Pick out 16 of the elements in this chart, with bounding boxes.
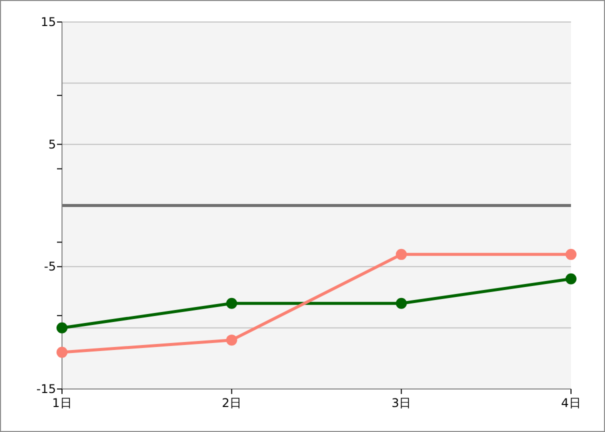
x-tick-label: 4日 bbox=[561, 396, 581, 410]
x-tick-label: 1日 bbox=[52, 396, 72, 410]
point bbox=[226, 298, 238, 309]
point bbox=[56, 322, 68, 334]
point bbox=[56, 346, 68, 358]
point bbox=[396, 298, 407, 309]
y-tick-label: -15 bbox=[36, 382, 56, 396]
y-tick-label: 5 bbox=[48, 137, 56, 152]
point bbox=[566, 248, 576, 260]
point bbox=[566, 273, 576, 284]
point bbox=[226, 334, 238, 346]
y-tick-label: 15 bbox=[40, 15, 56, 29]
x-tick-label: 2日 bbox=[222, 396, 242, 410]
point bbox=[396, 248, 407, 260]
y-tick-label: -5 bbox=[44, 260, 56, 274]
x-tick-label: 3日 bbox=[392, 396, 412, 410]
